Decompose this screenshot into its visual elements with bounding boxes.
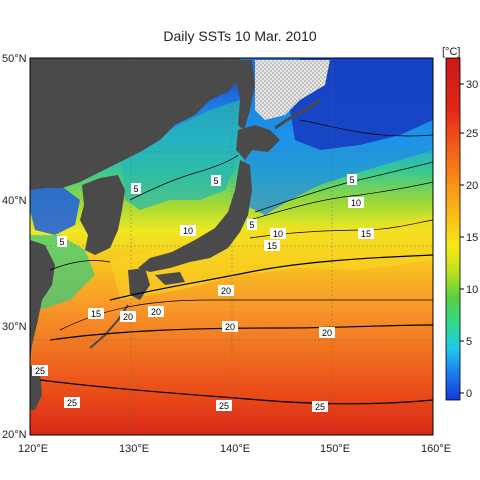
contour-label: 15 <box>358 228 374 239</box>
contour-label-text: 5 <box>133 184 138 194</box>
land-mainland <box>30 58 240 190</box>
colorbar-ticks: 30 25 20 15 10 5 0 <box>460 79 478 400</box>
contour-label-bg <box>312 401 328 412</box>
contour-label: 25 <box>64 397 80 408</box>
contour-label: 10 <box>348 197 364 208</box>
colorbar-tick-label: 25 <box>466 128 478 140</box>
contour-label-text: 15 <box>267 241 277 251</box>
contour-label-text: 20 <box>123 312 133 322</box>
land-shikoku <box>155 272 185 285</box>
colorbar-tick-label: 0 <box>466 388 472 400</box>
lon-label-130e: 130°E <box>119 443 149 455</box>
contour-label: 25 <box>312 401 328 412</box>
contour-label-bg <box>347 174 357 185</box>
contour-label: 5 <box>211 175 221 186</box>
contour-label: 20 <box>148 306 164 317</box>
contour-label-bg <box>57 236 67 247</box>
contour-label: 15 <box>88 308 104 319</box>
contour-label-bg <box>358 228 374 239</box>
contour-label-bg <box>218 285 234 296</box>
japan-sea-water <box>120 100 240 210</box>
contour-label: 10 <box>180 225 196 236</box>
contour-label-text: 15 <box>91 309 101 319</box>
contour-label-bg <box>264 240 280 251</box>
contour-label-text: 25 <box>35 366 45 376</box>
colorbar-tick-label: 20 <box>466 180 478 192</box>
contour-label-text: 10 <box>351 198 361 208</box>
colorbar-tick-label: 10 <box>466 284 478 296</box>
map-frame <box>29 57 434 436</box>
contour-label-bg <box>148 306 164 317</box>
land-hokkaido <box>236 125 280 160</box>
land-kurils <box>274 98 321 130</box>
sea-ice <box>255 60 330 120</box>
contour-label-bg <box>211 175 221 186</box>
lon-label-120e: 120°E <box>18 443 48 455</box>
contour-label-text: 20 <box>221 286 231 296</box>
land-sakhalin <box>236 60 255 130</box>
colorbar-tick-label: 15 <box>466 232 478 244</box>
colorbar <box>445 57 461 401</box>
contour-label-bg <box>131 183 141 194</box>
contour-label: 25 <box>32 365 48 376</box>
contour-label-bg <box>180 225 196 236</box>
map-title: Daily SSTs 10 Mar. 2010 <box>163 28 317 44</box>
contour-label: 15 <box>264 240 280 251</box>
contour-label: 20 <box>120 311 136 322</box>
contour-label: 5 <box>57 236 67 247</box>
contour-label-text: 20 <box>151 307 161 317</box>
contour-label-text: 5 <box>349 175 354 185</box>
contour-label: 5 <box>247 219 257 230</box>
contour-label: 20 <box>319 327 335 338</box>
contour-label: 25 <box>216 400 232 411</box>
contour-label: 5 <box>131 183 141 194</box>
lon-label-160e: 160°E <box>421 443 451 455</box>
contour-label-bg <box>216 400 232 411</box>
contour-label-bg <box>32 365 48 376</box>
lat-label-40n: 40°N <box>2 195 27 207</box>
lat-label-50n: 50°N <box>2 53 27 65</box>
contour-label-text: 25 <box>219 401 229 411</box>
contour-label-text: 5 <box>213 176 218 186</box>
contour-label-text: 25 <box>67 398 77 408</box>
contour-labels: 5 5 5 5 5 10 10 10 15 15 15 20 20 20 20 20 25 25 25 25 <box>32 174 374 412</box>
contour-label-text: 15 <box>361 229 371 239</box>
contour-label-bg <box>88 308 104 319</box>
contour-label-text: 20 <box>322 328 332 338</box>
lon-label-150e: 150°E <box>320 443 350 455</box>
contour-label-bg <box>247 219 257 230</box>
contour-label-text: 10 <box>183 226 193 236</box>
contour-label: 20 <box>222 321 238 332</box>
colorbar-tick-label: 5 <box>466 336 472 348</box>
warm-tongue <box>110 215 433 300</box>
contour-label-bg <box>319 327 335 338</box>
lat-label-20n: 20°N <box>2 429 27 441</box>
graticule <box>30 58 433 435</box>
colorbar-tick-label: 30 <box>466 79 478 91</box>
contour-label: 5 <box>347 174 357 185</box>
bohai-cold-water <box>30 185 80 235</box>
contour-label-bg <box>120 311 136 322</box>
contour-label-bg <box>222 321 238 332</box>
contour-label-bg <box>348 197 364 208</box>
land-korea <box>80 175 125 255</box>
contour-label-text: 20 <box>225 322 235 332</box>
land-taiwan <box>30 365 42 410</box>
contour-label: 10 <box>270 228 286 239</box>
contour-label-bg <box>64 397 80 408</box>
lon-label-140e: 140°E <box>220 443 250 455</box>
contour-label-text: 10 <box>273 229 283 239</box>
land-honshu <box>138 160 252 272</box>
contour-label: 20 <box>218 285 234 296</box>
contour-label-text: 25 <box>315 402 325 412</box>
contour-label-text: 5 <box>249 220 254 230</box>
colorbar-unit: [°C] <box>442 46 460 58</box>
land-china-coast <box>30 240 55 360</box>
contour-label-text: 5 <box>59 237 64 247</box>
lat-label-30n: 30°N <box>2 321 27 333</box>
contour-label-bg <box>270 228 286 239</box>
